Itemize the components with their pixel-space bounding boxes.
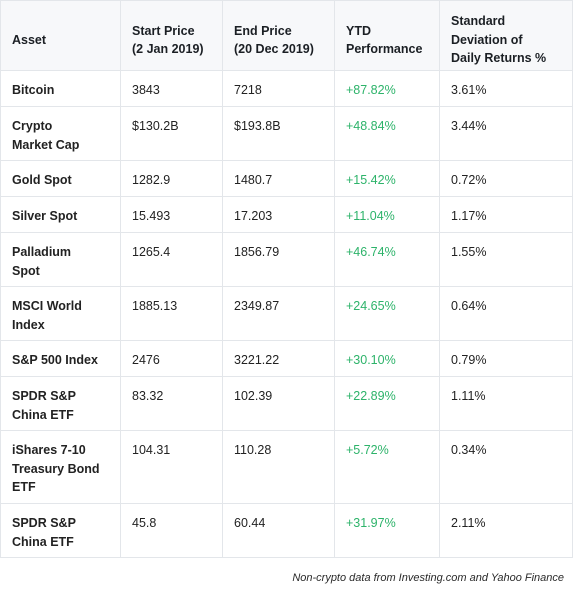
end-price-cell: 7218 (222, 70, 335, 107)
ytd-cell: +46.74% (334, 232, 440, 287)
asset-cell: S&P 500 Index (0, 340, 121, 377)
asset-cell: Palladium Spot (0, 232, 121, 287)
table-row: Crypto Market Cap $130.2B $193.8B +48.84%… (0, 106, 573, 161)
stddev-cell: 0.72% (439, 160, 573, 197)
performance-table: Asset Start Price (2 Jan 2019) End Price(… (0, 0, 573, 558)
ytd-cell: +15.42% (334, 160, 440, 197)
source-note: Non-crypto data from Investing.com and Y… (292, 572, 564, 584)
start-price-cell: 1282.9 (120, 160, 223, 197)
ytd-cell: +11.04% (334, 196, 440, 233)
start-price-cell: $130.2B (120, 106, 223, 161)
stddev-cell: 1.17% (439, 196, 573, 233)
start-price-cell: 104.31 (120, 430, 223, 504)
table-row: Gold Spot 1282.9 1480.7 +15.42% 0.72% (0, 160, 573, 197)
asset-cell: Crypto Market Cap (0, 106, 121, 161)
end-price-cell: 17.203 (222, 196, 335, 233)
ytd-cell: +87.82% (334, 70, 440, 107)
stddev-cell: 0.79% (439, 340, 573, 377)
start-price-cell: 1265.4 (120, 232, 223, 287)
ytd-cell: +30.10% (334, 340, 440, 377)
header-asset: Asset (0, 0, 121, 71)
table-row: iShares 7-10 Treasury Bond ETF 104.31 110.… (0, 430, 573, 504)
stddev-cell: 1.55% (439, 232, 573, 287)
asset-cell: Silver Spot (0, 196, 121, 233)
end-price-cell: 1856.79 (222, 232, 335, 287)
ytd-cell: +48.84% (334, 106, 440, 161)
stddev-cell: 3.44% (439, 106, 573, 161)
table-row: Bitcoin 3843 7218 +87.82% 3.61% (0, 70, 573, 107)
stddev-cell: 1.11% (439, 376, 573, 431)
table-row: SPDR S&P China ETF 45.8 60.44 +31.97% 2.1… (0, 503, 573, 558)
asset-cell: Gold Spot (0, 160, 121, 197)
header-row: Asset Start Price (2 Jan 2019) End Price(… (0, 0, 573, 71)
stddev-cell: 3.61% (439, 70, 573, 107)
stddev-cell: 0.34% (439, 430, 573, 504)
end-price-cell: 2349.87 (222, 286, 335, 341)
ytd-cell: +5.72% (334, 430, 440, 504)
ytd-cell: +22.89% (334, 376, 440, 431)
start-price-cell: 1885.13 (120, 286, 223, 341)
start-price-cell: 15.493 (120, 196, 223, 233)
stddev-cell: 2.11% (439, 503, 573, 558)
header-end-price: End Price (20 Dec 2019) (222, 0, 335, 71)
asset-cell: SPDR S&P China ETF (0, 503, 121, 558)
table-row: Palladium Spot 1265.4 1856.79 +46.74% 1.5… (0, 232, 573, 287)
asset-cell: SPDR S&P China ETF (0, 376, 121, 431)
asset-cell: Bitcoin (0, 70, 121, 107)
header-stddev: Standard Deviation of Daily Returns % (439, 0, 573, 71)
end-price-cell: 3221.22 (222, 340, 335, 377)
end-price-cell: 102.39 (222, 376, 335, 431)
end-price-cell: 1480.7 (222, 160, 335, 197)
end-price-cell: $193.8B (222, 106, 335, 161)
start-price-cell: 45.8 (120, 503, 223, 558)
start-price-cell: 83.32 (120, 376, 223, 431)
table-row: MSCI World Index 1885.13 2349.87 +24.65% … (0, 286, 573, 341)
table-row: SPDR S&P China ETF 83.32 102.39 +22.89% 1… (0, 376, 573, 431)
end-price-cell: 110.28 (222, 430, 335, 504)
table-row: Silver Spot 15.493 17.203 +11.04% 1.17% (0, 196, 573, 233)
ytd-cell: +31.97% (334, 503, 440, 558)
start-price-cell: 2476 (120, 340, 223, 377)
end-price-cell: 60.44 (222, 503, 335, 558)
start-price-cell: 3843 (120, 70, 223, 107)
asset-cell: iShares 7-10 Treasury Bond ETF (0, 430, 121, 504)
header-start-price: Start Price (2 Jan 2019) (120, 0, 223, 71)
header-ytd-performance: YTD Performance (334, 0, 440, 71)
ytd-cell: +24.65% (334, 286, 440, 341)
table-row: S&P 500 Index 2476 3221.22 +30.10% 0.79% (0, 340, 573, 377)
stddev-cell: 0.64% (439, 286, 573, 341)
asset-cell: MSCI World Index (0, 286, 121, 341)
